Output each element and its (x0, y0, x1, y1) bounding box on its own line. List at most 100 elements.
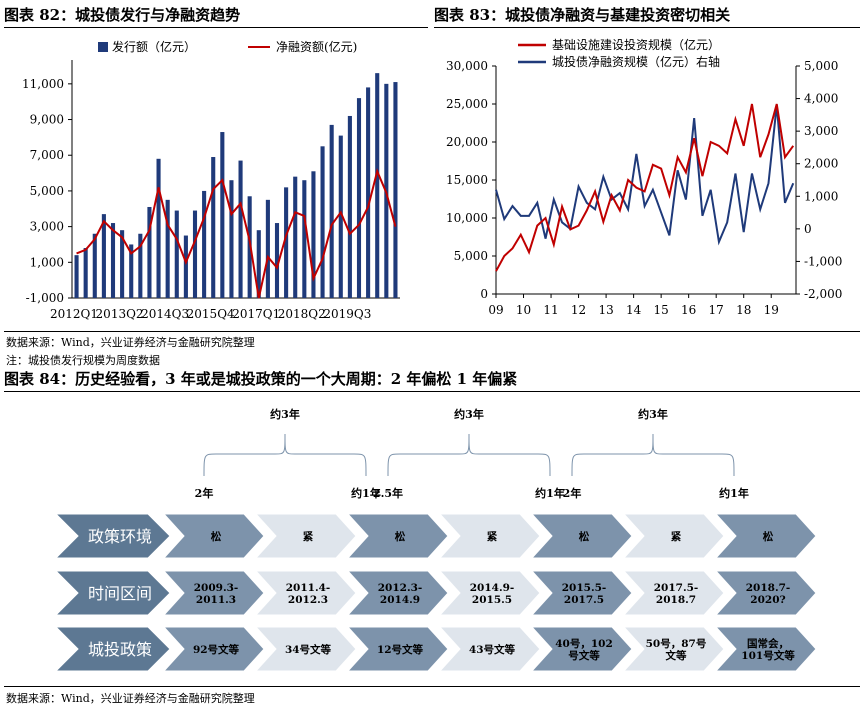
divider (4, 391, 860, 392)
y-tick-label: 5,000 (30, 184, 64, 198)
row-label-arrow (54, 626, 171, 672)
y2-tick-label: 3,000 (804, 124, 838, 138)
source-note: 数据来源：Wind，兴业证券经济与金融研究院整理 (6, 336, 255, 349)
y-tick-label: 15,000 (446, 173, 488, 187)
divider (4, 686, 860, 687)
bar (183, 235, 188, 298)
bar (238, 160, 243, 298)
bar (293, 176, 298, 298)
net-financing-line (76, 168, 397, 299)
cell-arrow (438, 570, 541, 616)
x-tick-label: 2015Q4 (187, 307, 235, 321)
cell-text: 松 (579, 530, 590, 543)
x-tick-label: 19 (764, 303, 779, 317)
x-tick-label: 13 (598, 303, 613, 317)
x-tick-label: 2019Q3 (323, 307, 371, 321)
bar (192, 210, 198, 298)
cell-text: 2015.5-2017.5 (562, 582, 607, 606)
bar (129, 244, 134, 298)
cell-text: 40号，102 号文等 (555, 638, 613, 662)
cycle-tight-label: 约1年 (719, 486, 749, 500)
y-tick-label: 11,000 (22, 77, 64, 91)
y-tick-label: 25,000 (446, 97, 488, 111)
bar (265, 199, 270, 298)
chart83: 0 5,000 10,000 15,000 20,000 25,000 30,000 -2,0… (446, 37, 842, 317)
row-label: 时间区间 (88, 584, 152, 603)
cell-text: 紧 (487, 530, 498, 543)
cell-arrow (438, 513, 541, 559)
cell-arrow (254, 513, 357, 559)
cell-text: 92号文等 (193, 643, 240, 656)
cycle-total-label: 约3年 (454, 407, 484, 421)
cell-arrow (714, 626, 817, 672)
y-tick-label: 9,000 (30, 113, 64, 127)
bar (320, 146, 325, 298)
cell-text: 紧 (671, 530, 682, 543)
cycle-total-label: 约3年 (638, 407, 668, 421)
divider (434, 27, 860, 28)
cell-text: 松 (211, 530, 222, 543)
cell-arrow (530, 570, 633, 616)
cycle-brace (387, 433, 551, 477)
cell-arrow (438, 626, 541, 672)
source-note-2: 数据来源：Wind，兴业证券经济与金融研究院整理 (6, 692, 255, 705)
y-tick-label: 3,000 (30, 220, 64, 234)
bar (338, 135, 343, 298)
bar (147, 206, 152, 298)
bar (256, 230, 261, 298)
bar (138, 233, 143, 298)
cell-text: 2017.5-2018.7 (654, 582, 699, 606)
chart82: -1,000 1,000 3,000 5,000 7,000 9,000 11,000 201… (22, 39, 400, 321)
x-tick-label: 2017Q1 (232, 307, 280, 321)
chart83-title: 图表 83：城投债净融资与基建投资密切相关 (434, 6, 731, 24)
legend-bar-label: 发行额（亿元） (112, 39, 196, 54)
cell-arrow (530, 513, 633, 559)
cycle-total-label: 约3年 (270, 407, 300, 421)
city-bond-net-financing-line (495, 104, 795, 246)
cell-text: 松 (395, 530, 406, 543)
x-tick-label: 2018Q2 (278, 307, 326, 321)
cell-arrow (162, 513, 265, 559)
legend-b-label: 城投债净融资规模（亿元）右轴 (552, 54, 720, 69)
y2-tick-label: 1,000 (804, 189, 838, 203)
chart84-title: 图表 84：历史经验看，3 年或是城投政策的一个大周期：2 年偏松 1 年偏紧 (4, 370, 518, 388)
cell-text: 43号文等 (469, 643, 516, 656)
y2-tick-label: 5,000 (804, 59, 838, 73)
cell-text: 2012.3-2014.9 (378, 582, 423, 606)
row-label: 政策环境 (88, 527, 152, 546)
row-label-arrow (54, 570, 171, 616)
x-tick-label: 2013Q2 (96, 307, 144, 321)
bar (211, 157, 216, 298)
cell-text: 松 (763, 530, 774, 543)
chart82-title: 图表 82：城投债发行与净融资趋势 (4, 6, 241, 24)
bar (347, 115, 352, 298)
bar (329, 124, 334, 299)
bar (274, 223, 280, 298)
x-tick-label: 12 (571, 303, 586, 317)
cell-arrow (346, 626, 449, 672)
cell-text: 50号，87号文等 (646, 638, 707, 662)
y-tick-label: 5,000 (454, 249, 488, 263)
cell-text: 2014.9-2015.5 (470, 582, 515, 606)
cell-text: 12号文等 (377, 643, 424, 656)
legend-a-label: 基础设施建设投资规模（亿元） (552, 37, 720, 52)
cell-arrow (162, 570, 265, 616)
row-label: 城投政策 (88, 640, 152, 659)
y-tick-label: 20,000 (446, 135, 488, 149)
bar (366, 87, 371, 298)
y-tick-label: 0 (480, 287, 488, 301)
bar (174, 210, 179, 298)
cycle-loose-label: 2.5年 (373, 486, 403, 500)
cell-arrow (622, 570, 725, 616)
cell-arrow (530, 626, 633, 672)
bar (229, 180, 234, 298)
cycle-brace (571, 433, 735, 477)
bar (302, 180, 307, 298)
y2-tick-label: -1,000 (804, 254, 842, 268)
y-tick-label: 10,000 (446, 211, 488, 225)
bar (165, 199, 170, 298)
legend-bar-swatch (98, 42, 108, 52)
cell-arrow (346, 513, 449, 559)
cell-arrow (162, 626, 265, 672)
bar (92, 233, 97, 298)
